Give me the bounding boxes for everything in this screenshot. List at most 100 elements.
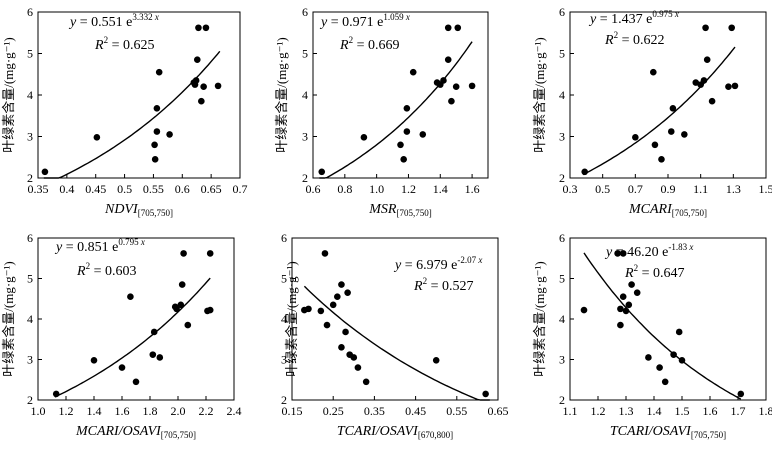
equation-label: y = 46.20 e-1.83 x xyxy=(604,242,693,260)
data-point xyxy=(173,305,180,313)
x-axis-label: MCARI/OSAVI[705,750] xyxy=(75,424,196,440)
data-point xyxy=(153,128,161,135)
data-point xyxy=(658,156,665,163)
data-point xyxy=(334,293,341,301)
y-tick-label: 4 xyxy=(559,312,565,326)
y-axis-label: 叶绿素含量/(mg·g⁻¹) xyxy=(284,261,299,376)
data-point xyxy=(617,305,624,313)
data-point xyxy=(708,97,716,105)
x-tick-label: 0.65 xyxy=(488,404,509,418)
x-tick-label: 1.5 xyxy=(675,404,690,418)
data-point xyxy=(350,354,358,361)
x-tick-label: 0.7 xyxy=(233,182,248,196)
data-point xyxy=(482,390,489,398)
y-tick-label: 6 xyxy=(559,231,565,245)
plot-frame xyxy=(37,237,235,401)
data-point xyxy=(454,24,462,32)
data-point xyxy=(400,156,407,163)
data-point xyxy=(444,24,452,32)
data-point xyxy=(200,83,207,90)
data-point xyxy=(360,134,368,141)
fit-curve xyxy=(582,46,736,176)
data-point xyxy=(728,24,735,32)
data-point xyxy=(468,82,476,90)
y-tick-label: 5 xyxy=(27,47,33,61)
y-axis-label: 叶绿素含量/(mg·g⁻¹) xyxy=(532,261,547,376)
x-tick-label: 1.6 xyxy=(465,182,480,196)
r-squared-label: R2 = 0.625 xyxy=(94,35,154,53)
x-tick-label: 2.2 xyxy=(199,404,214,418)
data-point xyxy=(409,68,417,76)
x-tick-label: 1.6 xyxy=(115,404,130,418)
r-squared-label: R2 = 0.622 xyxy=(604,30,664,48)
r-squared-label: R2 = 0.603 xyxy=(76,261,136,279)
x-tick-label: 0.8 xyxy=(337,182,352,196)
data-point xyxy=(731,82,739,90)
x-tick-label: 0.55 xyxy=(446,404,467,418)
panel-5: 0.15 0.25 0.35 0.45 0.55 0.65 2 3 4 5 6 y = 6.979 e… xyxy=(281,231,509,440)
data-point xyxy=(362,378,370,386)
x-tick-label: 1.1 xyxy=(693,182,708,196)
x-tick-label: 1.0 xyxy=(369,182,384,196)
data-point xyxy=(305,305,312,313)
data-point xyxy=(329,301,337,309)
data-point xyxy=(675,328,683,336)
y-tick-label: 2 xyxy=(302,171,308,185)
x-tick-label: 1.5 xyxy=(759,182,772,196)
y-tick-label: 4 xyxy=(27,88,33,102)
x-tick-label: 0.15 xyxy=(282,404,303,418)
data-point xyxy=(656,364,663,371)
y-tick-label: 2 xyxy=(27,171,33,185)
data-point xyxy=(214,82,222,90)
data-point xyxy=(581,168,588,176)
data-point xyxy=(419,131,427,138)
data-point xyxy=(617,321,624,329)
data-point xyxy=(650,68,657,76)
x-tick-label: 0.7 xyxy=(628,182,643,196)
x-tick-label: 0.45 xyxy=(405,404,426,418)
data-point xyxy=(661,378,669,386)
data-point xyxy=(440,77,447,84)
data-point xyxy=(628,281,635,288)
y-axis-label: 叶绿素含量/(mg·g⁻¹) xyxy=(1,37,16,152)
data-point xyxy=(206,250,214,257)
x-axis-label: NDVI[705,750] xyxy=(104,202,173,218)
equation-label: y = 0.971 e1.059 x xyxy=(319,12,410,30)
x-axis-label: TCARI/OSAVI[670,800] xyxy=(337,424,453,440)
data-point xyxy=(342,328,349,336)
x-tick-label: 0.65 xyxy=(201,182,222,196)
x-tick-label: 1.4 xyxy=(647,404,662,418)
x-tick-label: 0.3 xyxy=(563,182,578,196)
y-tick-label: 4 xyxy=(559,88,565,102)
fit-curve xyxy=(54,277,211,398)
x-tick-label: 1.6 xyxy=(703,404,718,418)
data-point xyxy=(667,128,675,135)
x-tick-label: 0.55 xyxy=(143,182,164,196)
x-tick-label: 1.1 xyxy=(563,404,578,418)
data-point xyxy=(651,141,659,149)
panel-1: 0.35 0.4 0.45 0.5 0.55 0.6 0.65 0.7 2 3 4 5 6 y = 0.5… xyxy=(1,5,248,218)
fit-curve xyxy=(583,252,742,400)
x-tick-label: 1.8 xyxy=(759,404,772,418)
data-point xyxy=(151,156,159,163)
plot-frame xyxy=(569,237,767,401)
data-point xyxy=(619,250,627,257)
data-point xyxy=(702,24,709,32)
y-tick-label: 5 xyxy=(302,47,308,61)
data-point xyxy=(52,390,60,398)
x-tick-label: 0.25 xyxy=(323,404,344,418)
data-point xyxy=(166,131,173,138)
data-point xyxy=(150,328,158,336)
x-tick-label: 1.2 xyxy=(59,404,74,418)
y-tick-label: 2 xyxy=(559,171,565,185)
data-point xyxy=(403,128,411,135)
y-tick-label: 5 xyxy=(559,272,565,286)
y-tick-label: 5 xyxy=(27,272,33,286)
r-squared-label: R2 = 0.669 xyxy=(339,35,399,53)
data-point xyxy=(403,104,411,112)
y-tick-label: 3 xyxy=(27,130,33,144)
y-axis-label: 叶绿素含量/(mg·g⁻¹) xyxy=(532,37,547,152)
data-point xyxy=(132,378,140,386)
data-point xyxy=(180,250,187,257)
y-tick-label: 6 xyxy=(281,231,287,245)
